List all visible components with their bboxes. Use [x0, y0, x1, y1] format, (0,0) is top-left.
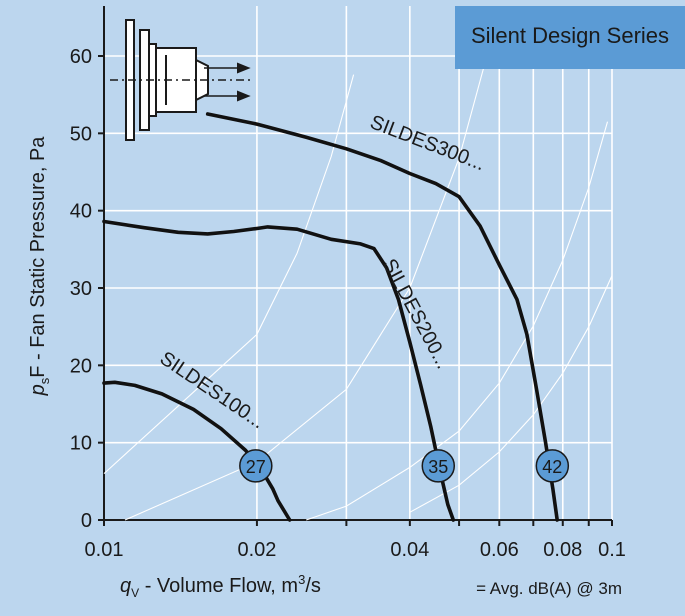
- legend-text: = Avg. dB(A) @ 3m: [476, 579, 622, 598]
- noise-marker: [535, 449, 570, 483]
- noise-marker-label: 35: [428, 457, 448, 477]
- y-tick-label: 50: [70, 123, 92, 145]
- y-tick-labels: 0 10 20 30 40 50 60: [70, 46, 92, 532]
- x-tick-label: 0.02: [237, 539, 276, 561]
- fan-illustration-icon: [110, 19, 251, 141]
- x-tick-label: 0.01: [85, 539, 124, 561]
- series-line: [102, 219, 456, 522]
- x-tick-label: 0.06: [480, 539, 519, 561]
- y-tick-label: 0: [81, 510, 92, 532]
- series-lines: [102, 112, 559, 522]
- noise-marker: [239, 449, 273, 483]
- noise-markers: 27 35 42: [239, 449, 570, 483]
- noise-marker-label: 27: [246, 457, 266, 477]
- y-tick-label: 20: [70, 355, 92, 377]
- system-curve: [409, 275, 613, 513]
- series-line: [102, 380, 292, 522]
- x-tick-label: 0.1: [598, 539, 626, 561]
- noise-marker: [421, 449, 456, 483]
- series-badge: Silent Design Series: [455, 6, 685, 69]
- y-tick-label: 60: [70, 46, 92, 68]
- x-tick-label: 0.08: [543, 539, 582, 561]
- x-tick-label: 0.04: [390, 539, 429, 561]
- noise-marker-label: 42: [542, 457, 562, 477]
- system-curve: [124, 65, 485, 521]
- x-axis-title: qV - Volume Flow, m3/s: [120, 572, 321, 600]
- system-curve: [103, 74, 355, 475]
- grid: [98, 6, 613, 526]
- y-tick-label: 10: [70, 433, 92, 455]
- system-curves: [103, 65, 613, 521]
- system-curve: [306, 121, 609, 521]
- series-line: [205, 112, 559, 522]
- x-tick-labels: 0.01 0.02 0.04 0.06 0.08 0.1: [85, 539, 626, 561]
- y-tick-label: 40: [70, 201, 92, 223]
- y-axis-title: psF - Fan Static Pressure, Pa: [27, 136, 52, 397]
- y-tick-label: 30: [70, 278, 92, 300]
